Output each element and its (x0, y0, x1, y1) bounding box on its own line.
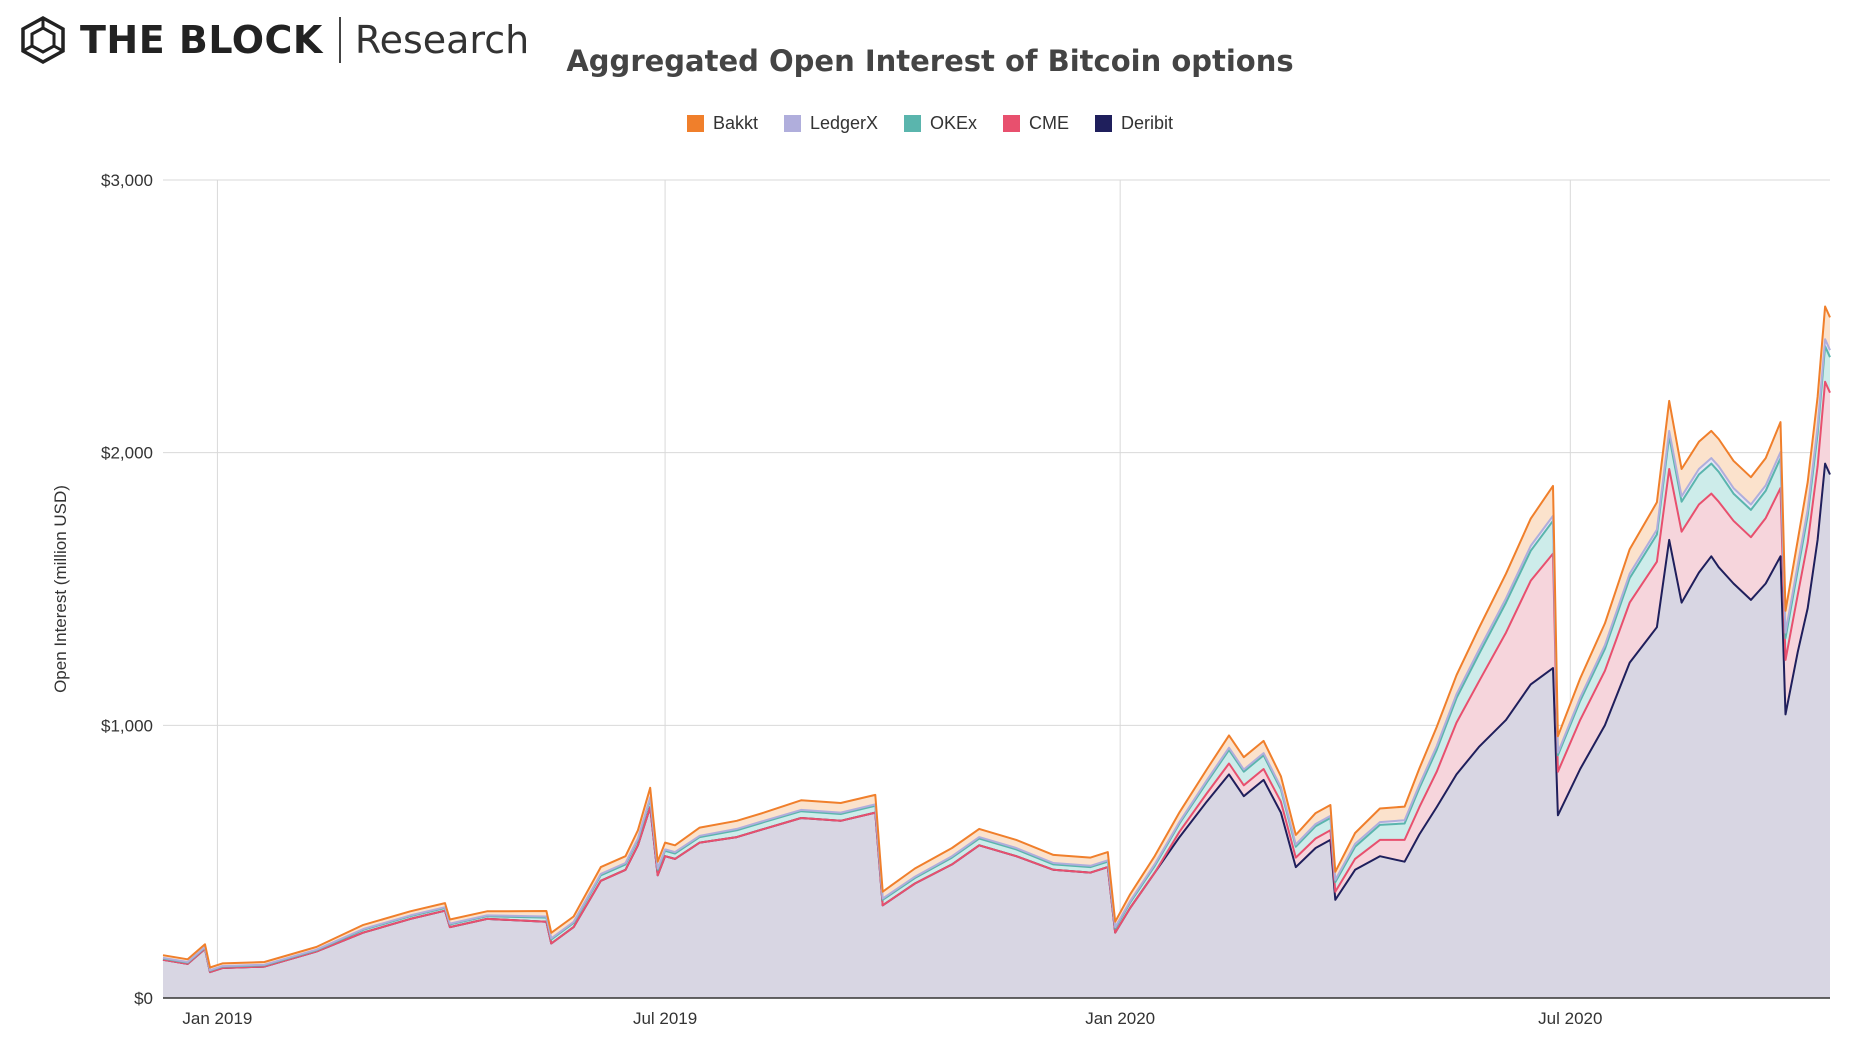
chart-title: Aggregated Open Interest of Bitcoin opti… (566, 44, 1294, 78)
brand-name: THE BLOCK (80, 18, 323, 62)
area-okex (163, 346, 1830, 973)
brand-divider (338, 17, 341, 63)
the-block-logo-icon (21, 16, 65, 64)
legend-item-okex[interactable]: OKEx (904, 113, 977, 134)
legend-label: CME (1029, 113, 1070, 133)
legend-swatch (1095, 115, 1113, 132)
area-cme (163, 381, 1830, 973)
y-tick-label: $2,000 (101, 444, 153, 463)
legend-swatch (904, 115, 922, 132)
series-line-bakkt (162, 305, 1831, 969)
legend-label: LedgerX (809, 113, 879, 133)
chart-legend: Bakkt LedgerX OKEx CME Deribit (0, 113, 1860, 134)
y-tick-label: $1,000 (101, 716, 153, 735)
x-tick-label: Jan 2020 (1085, 1009, 1155, 1028)
area-bakkt (163, 306, 1830, 971)
brand-subtitle: Research (354, 18, 530, 62)
legend-label: Bakkt (712, 113, 758, 133)
series-line-cme (162, 380, 1831, 974)
y-tick-label: $0 (134, 989, 153, 1008)
legend-item-cme[interactable]: CME (1003, 113, 1069, 134)
x-tick-label: Jan 2019 (182, 1009, 252, 1028)
y-tick-label: $3,000 (101, 171, 153, 190)
brand: THE BLOCK Research (18, 12, 529, 68)
legend-label: Deribit (1121, 113, 1174, 133)
legend-swatch (783, 115, 801, 132)
legend-swatch (686, 115, 704, 132)
y-axis-label: Open Interest (million USD) (51, 485, 70, 693)
legend-item-deribit[interactable]: Deribit (1095, 113, 1173, 134)
series-line-ledgerx (162, 338, 1831, 972)
x-tick-label: Jul 2020 (1538, 1009, 1602, 1028)
x-tick-label: Jul 2019 (633, 1009, 697, 1028)
area-deribit (163, 463, 1830, 999)
legend-item-ledgerx[interactable]: LedgerX (783, 113, 879, 134)
legend-swatch (1003, 115, 1021, 132)
legend-label: OKEx (930, 113, 978, 133)
legend-item-bakkt[interactable]: Bakkt (686, 113, 758, 134)
